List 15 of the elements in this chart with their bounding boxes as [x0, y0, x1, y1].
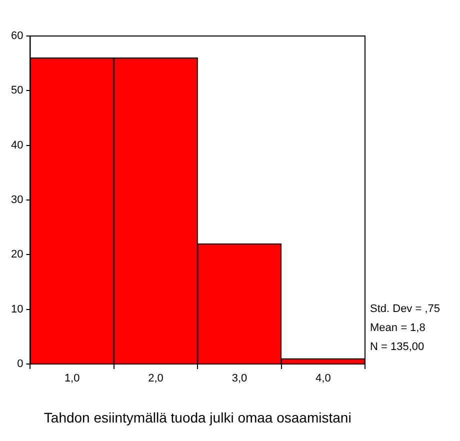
text: Mean = 1,8	[370, 321, 426, 336]
y-tick-label: 60	[10, 30, 24, 42]
x-tick-label: 1,0	[64, 372, 80, 385]
y-tick-label: 50	[10, 84, 24, 97]
y-tick-label: 10	[10, 303, 24, 316]
text: Std. Dev = ,75	[370, 302, 440, 317]
x-tick-label: 3,0	[232, 372, 248, 385]
x-axis-title: Tahdon esiintymällä tuoda julki omaa osaamistani	[44, 409, 352, 426]
text: N = 135,00	[370, 340, 426, 355]
x-tick-label: 2,0	[148, 372, 164, 385]
x-tick-label: 4,0	[316, 372, 331, 385]
y-tick-label: 0	[17, 358, 24, 370]
y-tick-label: 30	[10, 194, 24, 206]
y-tick-label: 40	[10, 139, 24, 152]
y-tick-label: 20	[10, 248, 24, 261]
